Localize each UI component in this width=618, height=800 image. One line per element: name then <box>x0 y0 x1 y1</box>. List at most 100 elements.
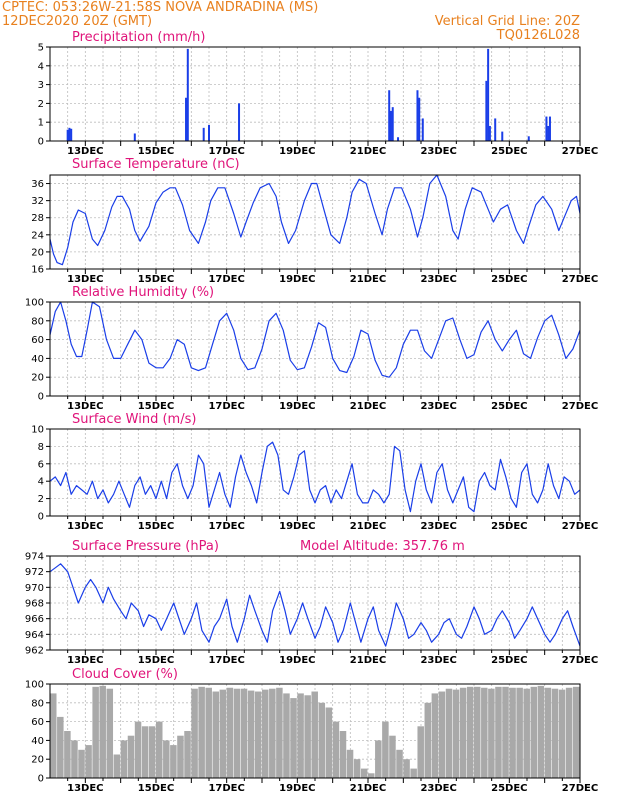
x-tick-label: 19DEC <box>279 401 315 412</box>
series-line <box>49 301 581 378</box>
precip-bar <box>547 125 550 141</box>
y-tick-label: 24 <box>31 230 44 241</box>
cloud-bar <box>276 687 283 778</box>
y-tick-label: 968 <box>25 599 44 610</box>
cloud-bar <box>283 693 290 778</box>
y-tick-label: 972 <box>25 567 44 578</box>
cloud-bar <box>290 698 297 778</box>
panel-annotation: Model Altitude: 357.76 m <box>300 539 465 554</box>
y-tick-label: 80 <box>31 698 44 709</box>
precip-bar <box>527 136 530 141</box>
y-tick-label: 40 <box>31 354 44 365</box>
cloud-bar <box>389 735 396 778</box>
y-tick-label: 3 <box>38 80 44 91</box>
cloud-bar <box>50 693 57 778</box>
cloud-bar <box>382 721 389 778</box>
y-tick-label: 8 <box>38 442 44 453</box>
cloud-bar <box>191 688 198 778</box>
x-tick-label: 19DEC <box>279 146 315 157</box>
cloud-bar <box>368 773 375 778</box>
precip-bar <box>545 116 548 141</box>
cloud-bar <box>502 686 509 778</box>
precip-bar <box>488 125 491 141</box>
y-tick-label: 60 <box>31 717 44 728</box>
cloud-bar <box>262 689 269 778</box>
cloud-bar <box>488 688 495 778</box>
cloud-bar <box>325 707 333 778</box>
cloud-bar <box>311 691 318 778</box>
y-tick-label: 2 <box>38 99 44 110</box>
x-tick-label: 21DEC <box>350 655 386 666</box>
x-tick-label: 27DEC <box>562 146 598 157</box>
series-line <box>49 441 581 513</box>
x-tick-label: 15DEC <box>138 146 174 157</box>
y-tick-label: 4 <box>38 477 44 488</box>
cloud-bar <box>332 721 340 778</box>
y-tick-label: 20 <box>31 247 44 258</box>
cloud-bar <box>170 745 177 778</box>
x-tick-label: 13DEC <box>67 401 103 412</box>
y-tick-label: 20 <box>31 373 44 384</box>
x-tick-label: 13DEC <box>67 146 103 157</box>
cloud-bar <box>565 687 573 778</box>
precip-bar <box>70 128 73 141</box>
x-tick-label: 25DEC <box>491 783 527 794</box>
cloud-bar <box>198 686 205 778</box>
x-tick-label: 25DEC <box>491 521 527 532</box>
x-tick-label: 27DEC <box>562 274 598 285</box>
cloud-bar <box>523 688 530 778</box>
cloud-bar <box>127 735 135 778</box>
precip-bar <box>186 48 189 141</box>
cloud-bar <box>163 740 170 778</box>
cloud-bar <box>212 691 220 778</box>
panel-title: Surface Temperature (nC) <box>72 157 240 172</box>
panel-title: Relative Humidity (%) <box>72 285 214 300</box>
cloud-bar <box>410 768 417 778</box>
cloud-bar <box>474 686 481 778</box>
x-tick-label: 21DEC <box>350 146 386 157</box>
y-tick-label: 60 <box>31 335 44 346</box>
precip-bar <box>418 97 421 141</box>
x-tick-label: 23DEC <box>420 783 456 794</box>
y-tick-label: 20 <box>31 755 44 766</box>
x-tick-label: 23DEC <box>420 274 456 285</box>
cloud-bar <box>537 685 545 778</box>
series-line <box>49 174 581 266</box>
x-tick-label: 13DEC <box>67 274 103 285</box>
x-tick-label: 25DEC <box>491 401 527 412</box>
x-tick-label: 23DEC <box>420 655 456 666</box>
y-tick-label: 10 <box>31 425 44 436</box>
cloud-bar <box>304 695 311 778</box>
precip-bar <box>133 133 136 141</box>
x-tick-label: 27DEC <box>562 655 598 666</box>
precip-bar <box>68 127 71 141</box>
cloud-bar <box>424 702 432 778</box>
y-tick-label: 5 <box>38 43 44 54</box>
precip-bar <box>501 131 504 141</box>
cloud-bar <box>99 685 106 778</box>
cloud-bar <box>219 689 227 778</box>
header-date: 12DEC2020 20Z (GMT) <box>2 14 152 29</box>
precip-bar <box>388 90 391 141</box>
x-tick-label: 17DEC <box>208 146 244 157</box>
y-tick-label: 2 <box>38 494 44 505</box>
x-tick-label: 23DEC <box>420 401 456 412</box>
x-tick-label: 27DEC <box>562 521 598 532</box>
x-tick-label: 21DEC <box>350 783 386 794</box>
x-tick-label: 15DEC <box>138 401 174 412</box>
x-tick-label: 15DEC <box>138 521 174 532</box>
precip-bar <box>238 103 241 141</box>
wind-panel: 0 2 4 6 8 10 13DEC 15DEC 17DEC 19DEC 21DEC 23DEC 25D… <box>31 412 598 532</box>
cloud-bar <box>85 745 92 778</box>
precip-bar <box>485 80 488 141</box>
x-tick-label: 17DEC <box>208 401 244 412</box>
x-tick-label: 27DEC <box>562 783 598 794</box>
x-tick-label: 19DEC <box>279 655 315 666</box>
cloud-bar <box>516 687 523 778</box>
cloud-bar <box>134 721 142 778</box>
x-tick-label: 15DEC <box>138 655 174 666</box>
cloud-bar <box>148 726 156 778</box>
precip-bar <box>391 107 394 141</box>
y-tick-label: 100 <box>25 298 44 309</box>
